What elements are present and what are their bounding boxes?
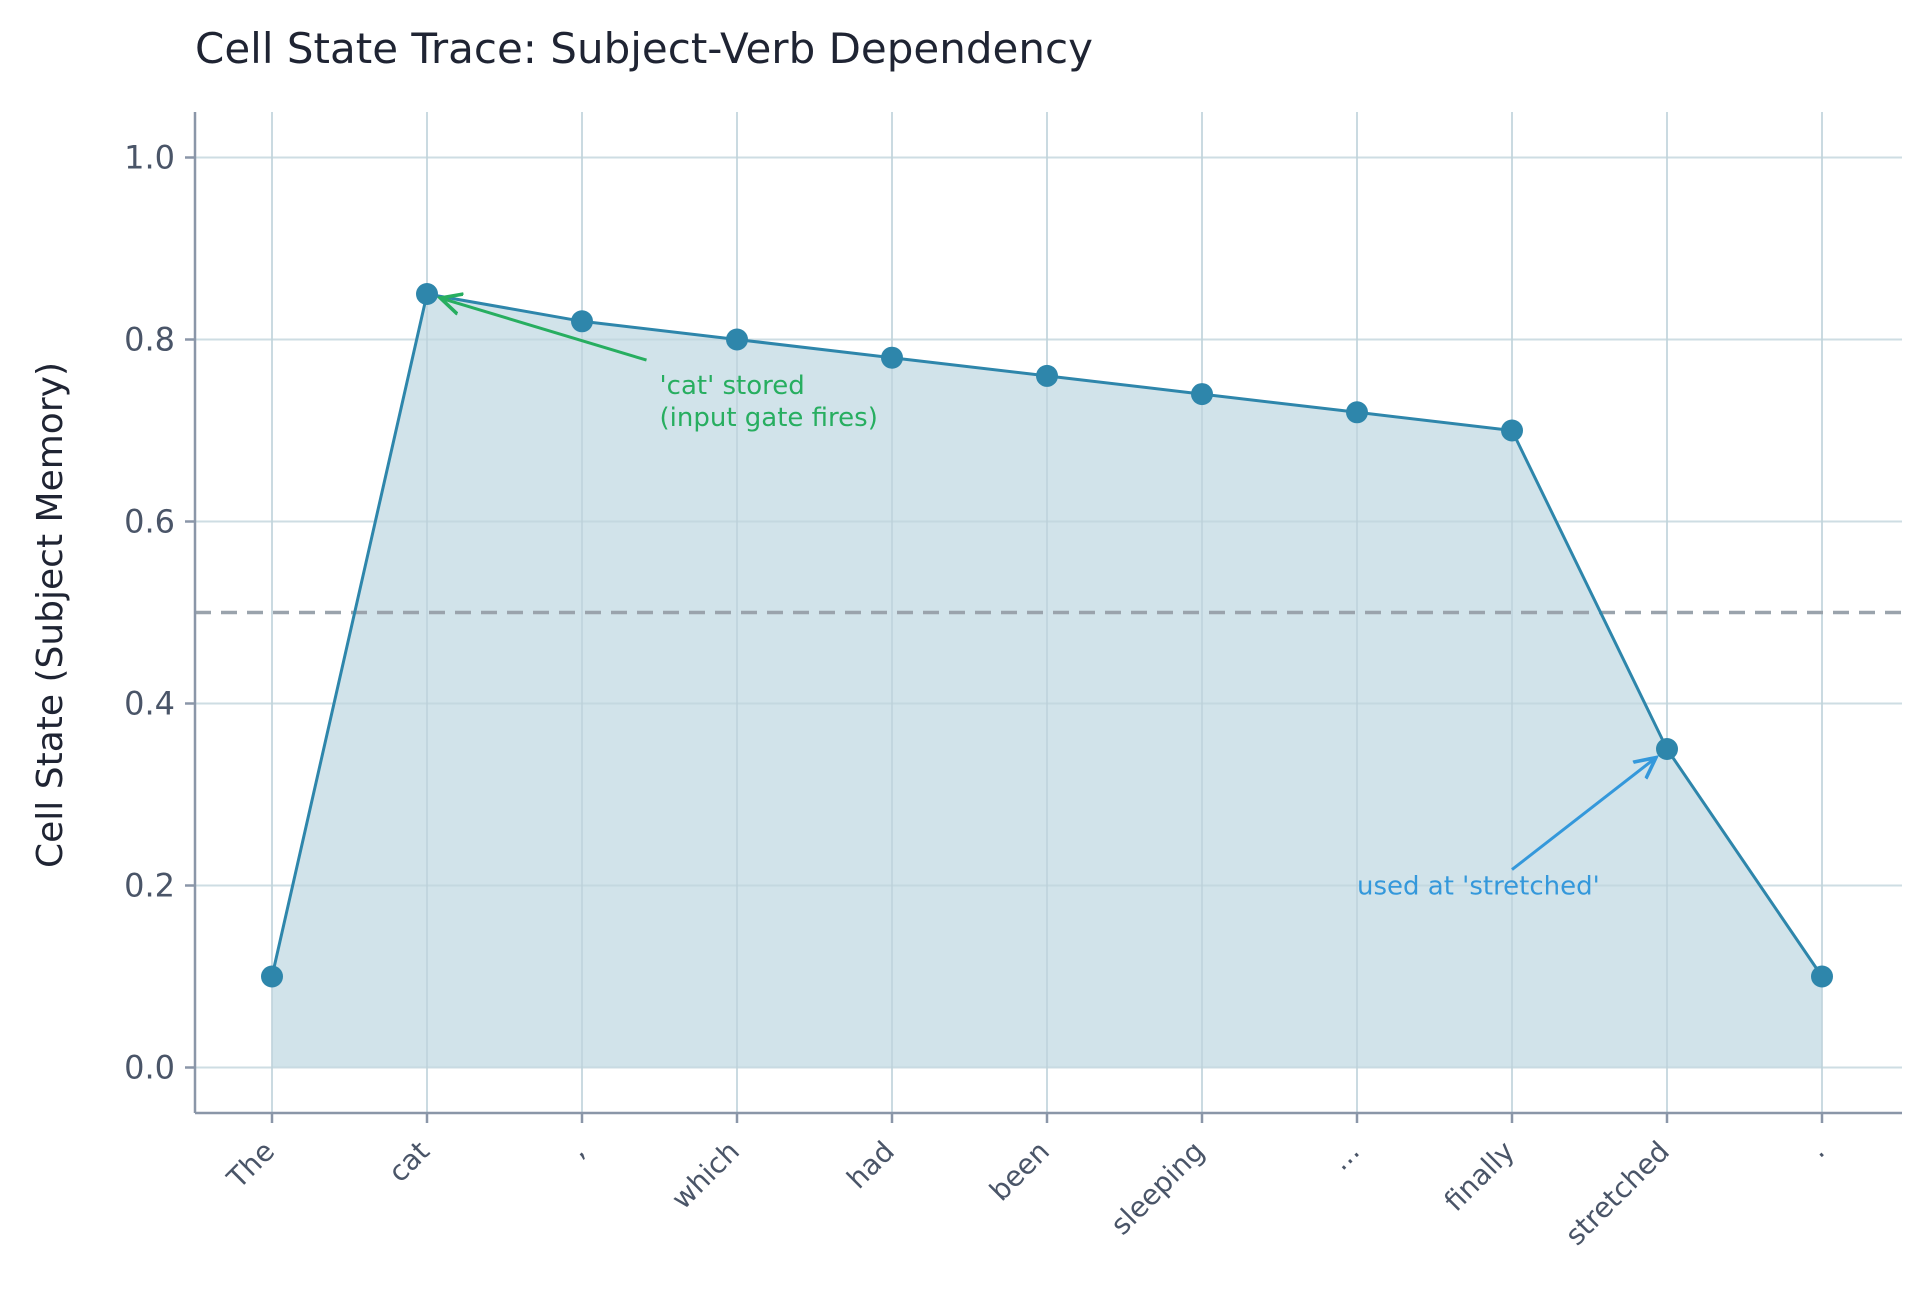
data-point <box>881 346 903 369</box>
x-tick-label: . <box>1801 1135 1831 1165</box>
annotation-text: (input gate fires) <box>660 403 878 433</box>
data-point <box>261 965 283 988</box>
x-tick-label: had <box>840 1135 901 1196</box>
plot-area: 0.0 0.2 0.4 0.6 0.8 1.0 The cat, which had been sle… <box>124 112 1902 1252</box>
x-tick-label: sleeping <box>1104 1135 1211 1242</box>
y-tick-label: 0.8 <box>124 321 175 359</box>
x-tick-label: The <box>220 1135 281 1196</box>
data-point <box>1191 383 1213 406</box>
chart-title: Cell State Trace: Subject-Verb Dependenc… <box>195 24 1093 73</box>
data-point <box>416 283 438 305</box>
x-tick-label: stretched <box>1559 1135 1676 1252</box>
annotation-text: 'cat' stored <box>660 371 805 401</box>
annotation-arrow <box>440 298 647 362</box>
x-tick-label: cat <box>382 1135 436 1189</box>
x-tick-label: finally <box>1438 1135 1521 1218</box>
x-tick-label: , <box>561 1135 591 1165</box>
x-tick-label: which <box>665 1135 746 1216</box>
x-tick-label: been <box>983 1135 1056 1208</box>
y-tick-label: 0.0 <box>124 1049 175 1087</box>
y-tick-label: 1.0 <box>124 139 175 177</box>
data-point <box>1501 419 1523 442</box>
annotation-text: used at 'stretched' <box>1357 872 1600 902</box>
data-point <box>1656 738 1678 760</box>
data-point <box>726 328 748 351</box>
x-tick-label: ... <box>1324 1135 1366 1177</box>
annotation-arrow <box>1511 758 1656 871</box>
data-point <box>571 310 593 333</box>
y-tick-label: 0.6 <box>124 503 175 541</box>
y-axis-label: Cell State (Subject Memory) <box>30 362 71 868</box>
data-point <box>1346 401 1368 424</box>
y-tick-label: 0.4 <box>124 685 175 723</box>
data-point <box>1036 364 1058 387</box>
data-point <box>1811 965 1833 988</box>
y-tick-label: 0.2 <box>124 867 175 905</box>
